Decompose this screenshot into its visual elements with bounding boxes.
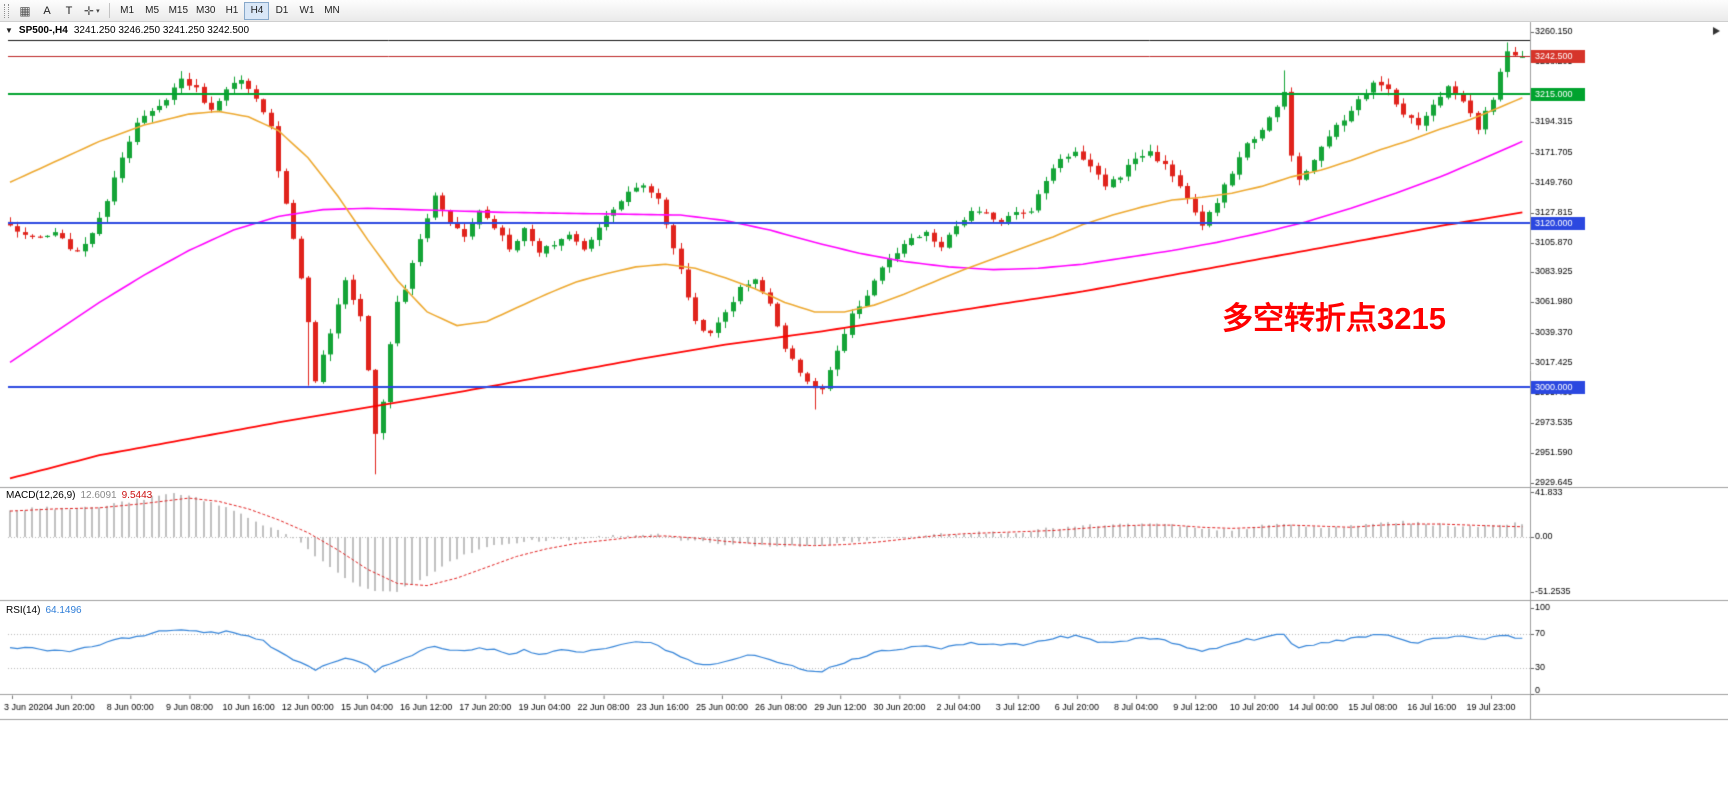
- timeframe-button-m30[interactable]: M30: [192, 2, 219, 20]
- symbol-period-label: SP500-,H4: [18, 25, 68, 36]
- timeframe-button-m5[interactable]: M5: [140, 2, 165, 20]
- timeframe-button-w1[interactable]: W1: [294, 2, 319, 20]
- annotation-text: 多空转折点3215: [1222, 301, 1446, 336]
- timeframe-button-h1[interactable]: H1: [219, 2, 244, 20]
- collapse-triangle-icon[interactable]: ▼: [5, 26, 13, 35]
- top-toolbar: ▦ A T ✛ ▾ M1 M5 M15 M30 H1 H4 D1 W1 MN: [0, 0, 1728, 22]
- macd-name: MACD(12,26,9): [6, 490, 76, 501]
- chart-ohlc-header: ▼ SP500-,H4 3241.250 3246.250 3241.250 3…: [5, 25, 249, 36]
- macd-main-value: 12.6091: [80, 490, 117, 501]
- timeframe-button-m15[interactable]: M15: [165, 2, 192, 20]
- macd-indicator-label: MACD(12,26,9) 12.6091 9.5443: [6, 490, 152, 501]
- rsi-indicator-label: RSI(14) 64.1496: [6, 605, 82, 616]
- toolbar-grip[interactable]: [4, 3, 9, 18]
- macd-signal-value: 9.5443: [121, 490, 153, 501]
- ohlc-values: 3241.250 3246.250 3241.250 3242.500: [73, 25, 250, 36]
- timeframe-button-mn[interactable]: MN: [319, 2, 344, 20]
- cursor-a-tool-button[interactable]: A: [36, 2, 58, 20]
- rsi-name: RSI(14): [6, 605, 41, 616]
- charts-icon-button[interactable]: ▦: [14, 2, 36, 20]
- chart-grid-icon: ▦: [19, 3, 31, 18]
- crosshair-tool-button[interactable]: ✛ ▾: [80, 2, 104, 20]
- toolbar-separator: [108, 3, 110, 18]
- timeframe-button-d1[interactable]: D1: [269, 2, 294, 20]
- timeframe-button-h4[interactable]: H4: [244, 1, 270, 20]
- chevron-down-icon: ▾: [96, 7, 100, 15]
- timeframe-button-m1[interactable]: M1: [115, 2, 140, 20]
- text-tool-button[interactable]: T: [58, 2, 80, 20]
- crosshair-icon: ✛: [84, 3, 95, 18]
- rsi-value: 64.1496: [45, 605, 82, 616]
